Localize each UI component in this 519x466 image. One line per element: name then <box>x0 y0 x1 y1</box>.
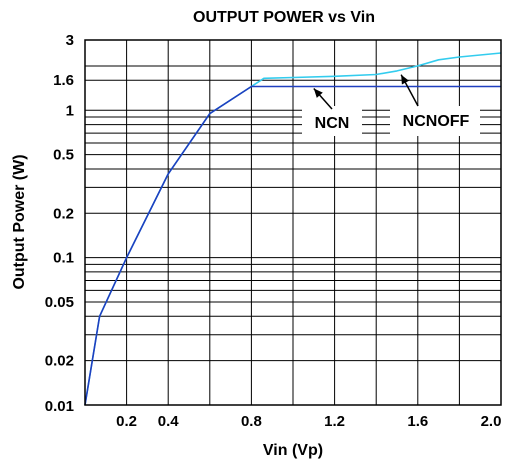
series-line-ncn <box>84 85 501 406</box>
series-lines <box>84 52 502 406</box>
chart-title: OUTPUT POWER vs Vin <box>193 9 375 26</box>
x-tick-labels: 0.2 0.4 0.8 1.2 1.6 2.0 <box>116 413 501 430</box>
y-tick-label: 0.01 <box>45 398 74 415</box>
y-tick-label: 1.6 <box>53 72 74 89</box>
annotations: NCN NCNOFF <box>313 74 470 132</box>
y-tick-label: 0.1 <box>53 250 74 267</box>
y-tick-label: 0.5 <box>53 147 74 164</box>
x-tick-label: 2.0 <box>481 413 502 430</box>
y-tick-label: 0.2 <box>53 205 74 222</box>
annotation-label-ncn: NCN <box>315 115 350 132</box>
annotation-arrow-head <box>401 74 409 85</box>
annotation-label-ncnoff: NCNOFF <box>403 113 470 130</box>
x-tick-label: 1.2 <box>324 413 345 430</box>
label-mask <box>302 106 362 136</box>
y-tick-label: 0.05 <box>45 294 74 311</box>
x-tick-label: 0.8 <box>241 413 262 430</box>
annotation-arrow-head <box>313 88 323 98</box>
y-tick-label: 0.02 <box>45 353 74 370</box>
y-tick-labels: 0.01 0.02 0.05 0.1 0.2 0.5 1 1.6 3 <box>45 32 74 415</box>
y-axis-label: Output Power (W) <box>11 154 28 289</box>
x-tick-label: 0.2 <box>116 413 137 430</box>
y-tick-label: 1 <box>66 102 74 119</box>
plot-frame <box>84 39 502 406</box>
grid-lines <box>85 40 501 405</box>
y-tick-label: 3 <box>66 32 74 49</box>
x-axis-label: Vin (Vp) <box>263 442 323 459</box>
x-tick-label: 1.6 <box>407 413 428 430</box>
label-mask <box>390 106 480 136</box>
label-masks <box>302 106 480 136</box>
x-tick-label: 0.4 <box>158 413 180 430</box>
